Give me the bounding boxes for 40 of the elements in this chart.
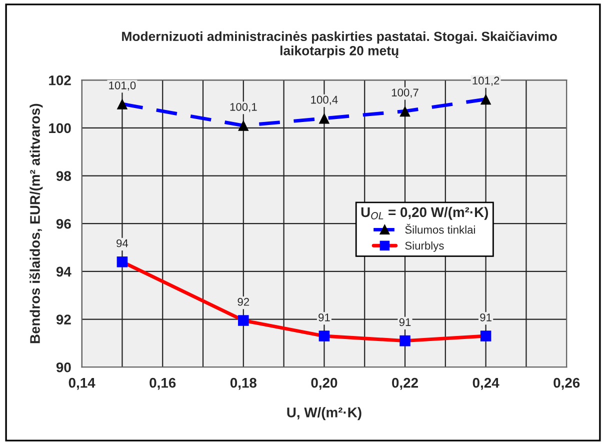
data-label: 100,7 [392,88,418,98]
point [238,120,249,131]
data-label: 92 [238,298,250,306]
y-tick-label: 90 [56,362,71,372]
point [116,256,128,268]
point [480,330,492,342]
data-label: 100,4 [311,96,338,105]
data-label: 101,2 [472,76,500,86]
point [116,98,128,110]
point [238,315,249,326]
point [400,335,410,346]
data-label: 101,0 [109,81,136,91]
data-label: 91 [399,318,411,326]
y-axis-title: Bendros išlaidos, EUR/(m² atitvaros) [29,104,43,344]
legend-title: U$_{OL}$ = 0,20 W/(m²·K) [361,206,488,220]
point [318,330,330,342]
x-tick-label: 0,18 [230,378,256,390]
point [480,94,492,105]
x-tick-label: 0,20 [311,378,338,390]
point [400,106,410,117]
point [318,112,330,124]
x-tick-label: 0,22 [392,378,418,390]
chart-title: Modernizuoti administracinės paskirties pastatai. Stogai. Skaičiavimo laikotarpis 20 metų [122,31,557,58]
y-tick-label: 94 [56,266,72,277]
y-tick-label: 98 [56,171,71,181]
data-label: 100,1 [230,102,257,112]
y-tick-label: 100 [49,123,71,134]
legend-label: Siurblys [405,241,444,252]
legend-label: Šilumos tinklai [405,224,475,234]
data-label: 91 [318,313,330,322]
data-label: 91 [480,313,492,322]
y-tick-label: 92 [56,314,71,324]
data-label: 94 [116,239,128,248]
x-tick-label: 0,16 [150,378,176,390]
x-tick-label: 0,24 [472,378,500,390]
x-tick-label: 0,26 [554,378,580,390]
y-tick-label: 96 [56,218,71,229]
x-tick-label: 0,14 [68,378,96,390]
y-tick-label: 102 [49,75,71,86]
x-axis-title: U, W/(m²·K) [287,407,362,420]
